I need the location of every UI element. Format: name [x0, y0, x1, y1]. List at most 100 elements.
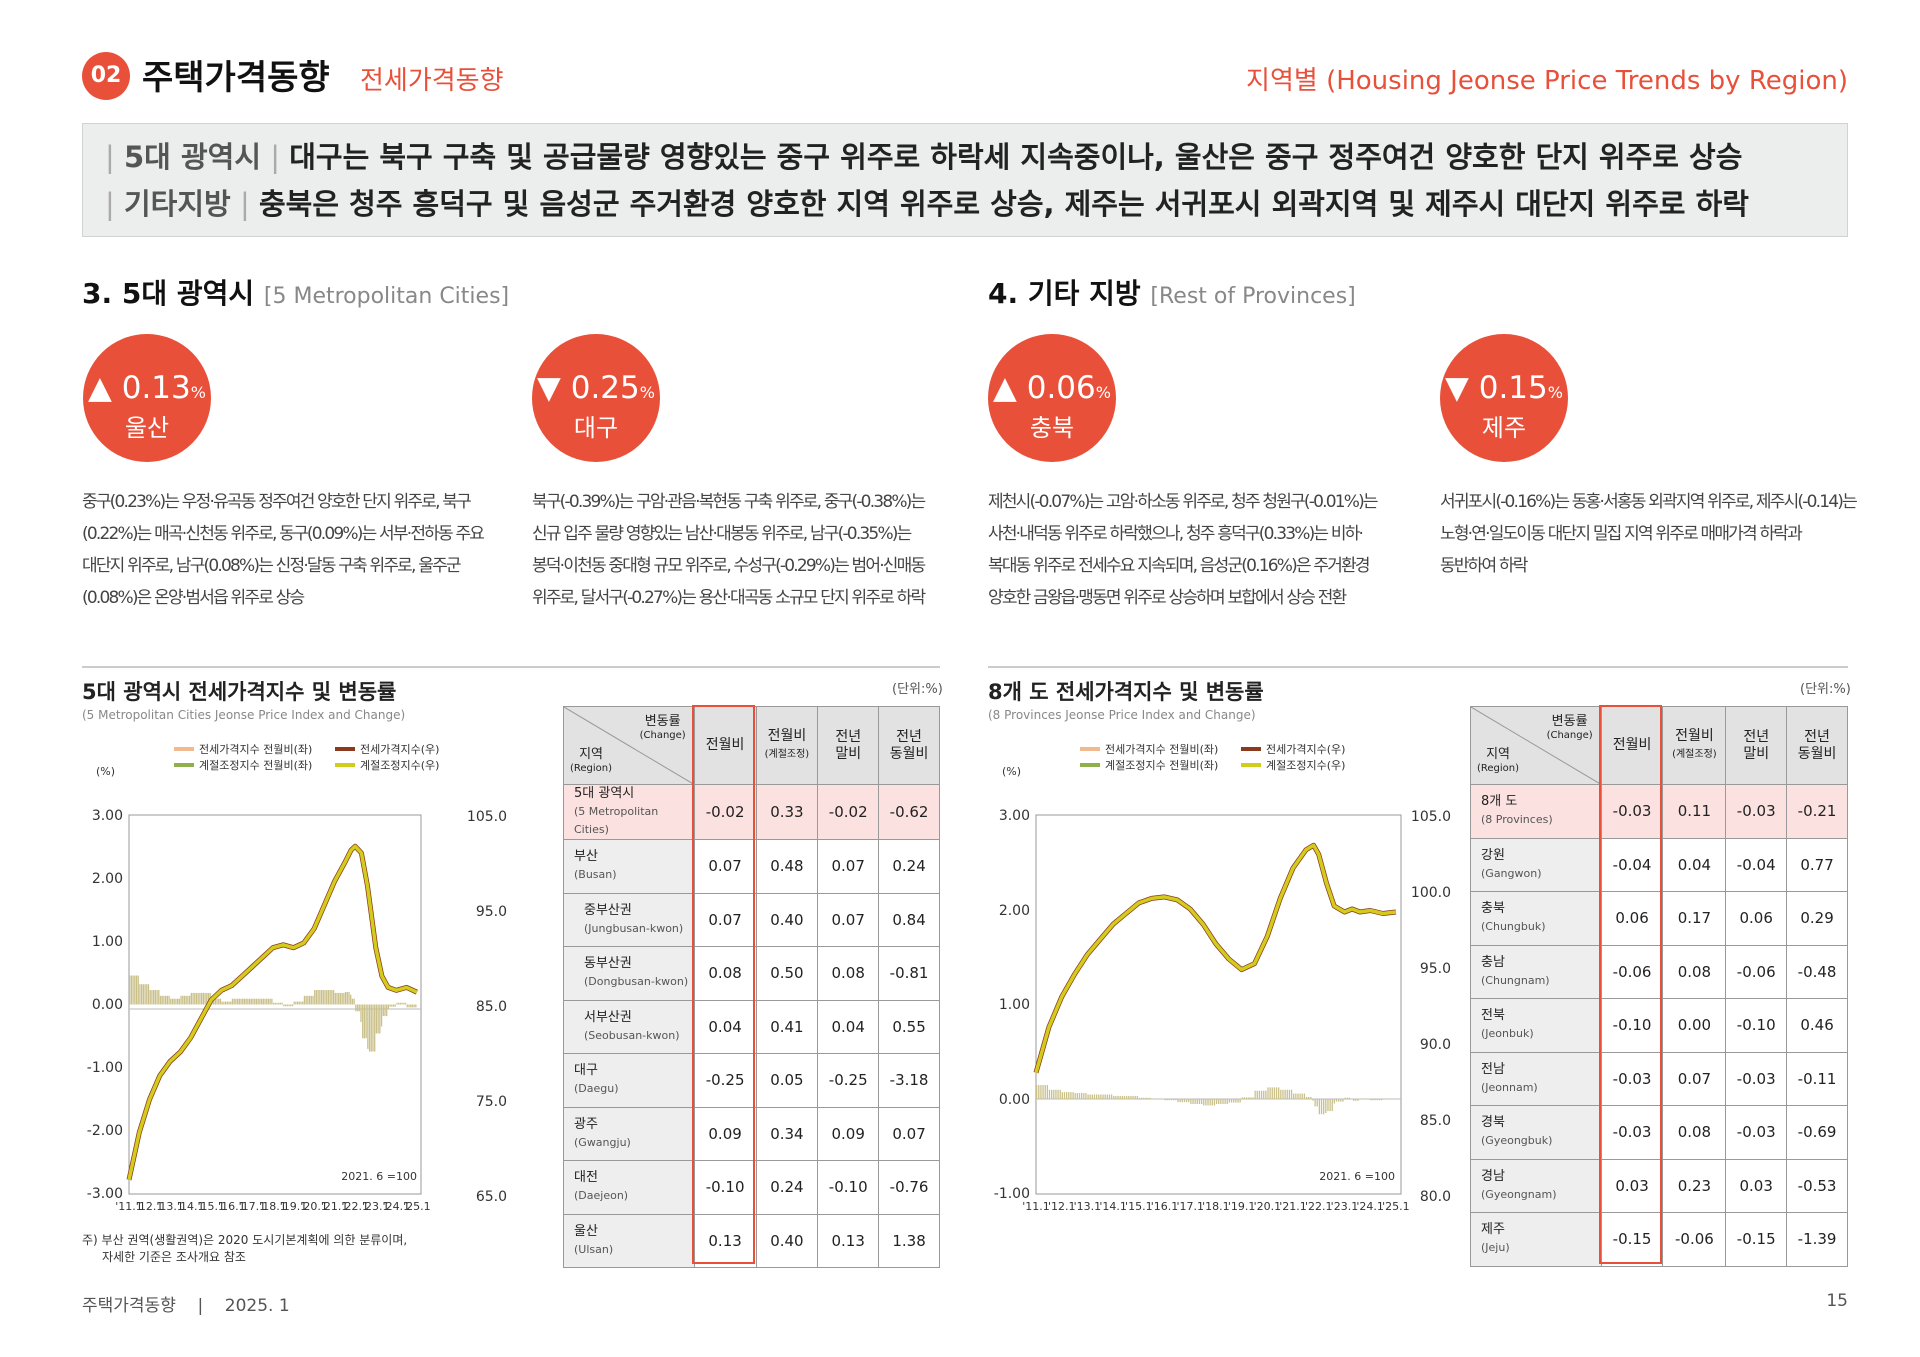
change-bar — [1284, 1089, 1286, 1100]
change-bar — [1355, 1099, 1357, 1101]
change-bar — [200, 992, 203, 1005]
change-bar — [1327, 1099, 1329, 1112]
value-cell: 0.17 — [1662, 891, 1727, 946]
desc-line: 동반하여 하락 — [1440, 556, 1528, 576]
region-cell: 전남 (Jeonnam) — [1470, 1051, 1602, 1106]
change-bar — [1108, 1094, 1111, 1100]
change-bar — [310, 995, 312, 1005]
chart-title: 5대 광역시 전세가격지수 및 변동률 — [82, 680, 397, 704]
desc-line: 봉덕·이천동 중대형 규모 위주로, 수성구(-0.29%)는 범어·신매동 — [532, 556, 926, 576]
change-bar — [1110, 1094, 1113, 1100]
x-ticks: '11.1'12.1'13.1'14.1'15.1'16.1'17.1'18.1… — [115, 1200, 430, 1213]
change-bar — [1209, 1099, 1211, 1106]
change-bar — [408, 1004, 410, 1008]
region-cell: 대구 (Daegu) — [563, 1053, 695, 1108]
diagonal-header: 변동률 (Change) 지역 (Region) — [1470, 706, 1602, 785]
y-tick-label: 85.0 — [476, 999, 507, 1015]
change-bar — [332, 990, 335, 1005]
change-bar — [135, 975, 138, 1005]
change-bar — [218, 998, 220, 1005]
change-bar — [341, 992, 343, 1005]
change-bar — [396, 1002, 398, 1005]
table-row: 5대 광역시 (5 Metropolitan Cities) -0.02 0.33 -0… — [563, 784, 940, 840]
change-bar — [1389, 1098, 1391, 1100]
change-bar — [180, 995, 182, 1005]
y-tick-label: -3.00 — [87, 1186, 123, 1202]
change-bar — [216, 998, 218, 1005]
change-bar — [293, 1001, 295, 1005]
change-bar — [1350, 1098, 1353, 1100]
change-bar — [1222, 1099, 1224, 1104]
change-bar — [1370, 1099, 1372, 1101]
change-bar — [250, 998, 252, 1005]
x-tick-label: '11.1 — [115, 1200, 143, 1213]
y-tick-label: 80.0 — [1420, 1189, 1451, 1205]
change-bar — [1057, 1089, 1059, 1100]
index-lines — [126, 843, 418, 1181]
value-cell: 0.08 — [693, 946, 757, 1001]
change-bar — [147, 984, 150, 1005]
change-bar — [1331, 1099, 1333, 1112]
change-bar — [300, 1001, 302, 1005]
legend-label: 전세가격지수 전월비(좌) — [199, 743, 312, 756]
change-bar — [356, 1004, 359, 1012]
value-cell: -0.15 — [1600, 1212, 1664, 1267]
y-tick-label: 90.0 — [1420, 1037, 1451, 1053]
change-bar — [1153, 1098, 1156, 1100]
change-bar — [295, 1001, 297, 1005]
region-name-en: (Jungbusan-kwon) — [584, 921, 684, 935]
change-bar — [1310, 1096, 1312, 1100]
region-cell: 경남 (Gyeongnam) — [1470, 1158, 1602, 1213]
change-bar — [1147, 1097, 1149, 1100]
change-bar — [336, 992, 338, 1005]
change-bar — [1267, 1087, 1269, 1100]
x-tick-label: '18.1 — [1202, 1200, 1230, 1213]
change-bar — [410, 1004, 412, 1008]
summary-box: | 5대 광역시 | 대구는 북구 구축 및 공급물량 영향있는 중구 위주로 … — [82, 123, 1848, 237]
change-bar — [1374, 1099, 1376, 1101]
change-bar — [1179, 1099, 1181, 1103]
x-tick-label: '22.1 — [1305, 1200, 1333, 1213]
region-name-en: (Chungbuk) — [1481, 920, 1546, 934]
table-row: 충남 (Chungnam) -0.06 0.08 -0.06 -0.48 — [1470, 944, 1848, 999]
x-tick-label: '13.1 — [156, 1200, 184, 1213]
change-value: 0.06 — [1026, 370, 1096, 406]
change-bar — [303, 995, 306, 1005]
change-bar — [1344, 1097, 1346, 1100]
value-cell: 0.07 — [817, 839, 880, 894]
col-header-line: 말비 — [835, 745, 862, 762]
change-bar — [314, 990, 316, 1005]
change-bar — [334, 992, 336, 1005]
summary-key: 5대 광역시 — [124, 140, 261, 174]
change-bar — [1078, 1093, 1081, 1100]
change-bar — [245, 998, 247, 1005]
change-bar — [1143, 1097, 1145, 1100]
value-cell: -0.15 — [1725, 1212, 1788, 1267]
change-bar — [1226, 1099, 1228, 1104]
region-name-ko: 강원 — [1481, 847, 1505, 863]
region-name-en: (Daegu) — [574, 1082, 619, 1096]
y-tick-label: -2.00 — [87, 1123, 123, 1139]
monthly-change-bars — [129, 975, 417, 1052]
col-header-line: 전년 — [1743, 728, 1770, 745]
change-bar — [1228, 1099, 1231, 1103]
metro-jeonse-chart: 전세가격지수 전월비(좌) 전세가격지수(우) 계절조정지수 전월비(좌) 계절… — [87, 743, 507, 1213]
desc-line: (0.22%)는 매곡·신천동 위주로, 동구(0.09%)는 서부·전하동 주… — [82, 524, 485, 544]
change-bar — [271, 998, 273, 1005]
legend-label: 전세가격지수(우) — [360, 743, 439, 756]
change-bar — [149, 990, 151, 1005]
region-name-ko: 중부산권 — [584, 902, 632, 918]
change-bar — [1312, 1099, 1314, 1101]
change-bar — [1365, 1098, 1368, 1100]
x-tick-label: '11.1 — [1022, 1200, 1050, 1213]
desc-line: 노형·연·일도이동 대단지 밀집 지역 위주로 매매가격 하락과 — [1440, 524, 1803, 544]
legend-swatch — [174, 747, 194, 751]
change-bar — [1207, 1099, 1209, 1106]
percent-sign: % — [190, 383, 206, 402]
col-header: 전월비 (계절조정) — [1662, 706, 1727, 785]
change-bar — [344, 991, 347, 1005]
change-bar — [1383, 1098, 1385, 1100]
desc-line: 대단지 위주로, 남구(0.08%)는 신정·달동 구축 위주로, 울주군 — [82, 556, 462, 576]
change-bar — [1087, 1094, 1089, 1100]
change-bar — [259, 998, 261, 1005]
